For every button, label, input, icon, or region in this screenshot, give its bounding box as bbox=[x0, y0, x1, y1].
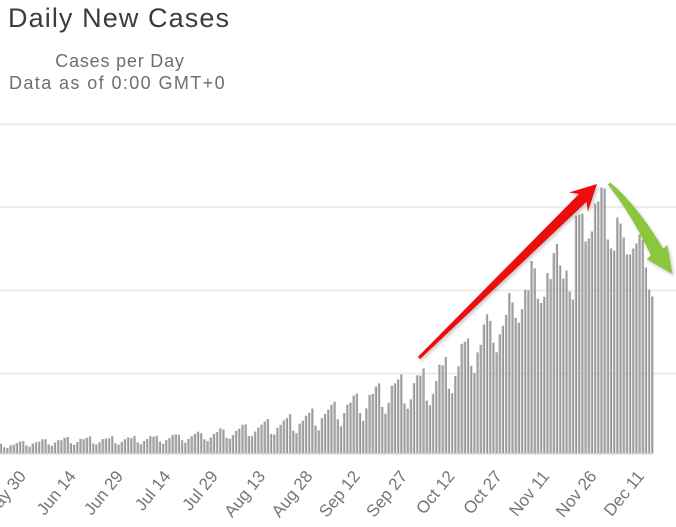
svg-text:Oct 12: Oct 12 bbox=[412, 467, 458, 518]
svg-text:Nov 26: Nov 26 bbox=[552, 467, 601, 521]
svg-text:Jun 14: Jun 14 bbox=[33, 467, 80, 519]
svg-text:Oct 27: Oct 27 bbox=[460, 467, 506, 518]
svg-text:Aug 28: Aug 28 bbox=[268, 467, 317, 521]
svg-text:Aug 13: Aug 13 bbox=[221, 467, 270, 521]
svg-text:Jul 14: Jul 14 bbox=[131, 467, 174, 514]
svg-text:May 30: May 30 bbox=[0, 467, 30, 522]
svg-text:Nov 11: Nov 11 bbox=[505, 467, 553, 520]
svg-text:Sep 12: Sep 12 bbox=[315, 467, 364, 521]
svg-text:Sep 27: Sep 27 bbox=[363, 467, 412, 521]
svg-text:Jun 29: Jun 29 bbox=[80, 467, 127, 519]
svg-text:Dec 11: Dec 11 bbox=[600, 467, 648, 520]
svg-text:Jul 29: Jul 29 bbox=[178, 467, 221, 514]
